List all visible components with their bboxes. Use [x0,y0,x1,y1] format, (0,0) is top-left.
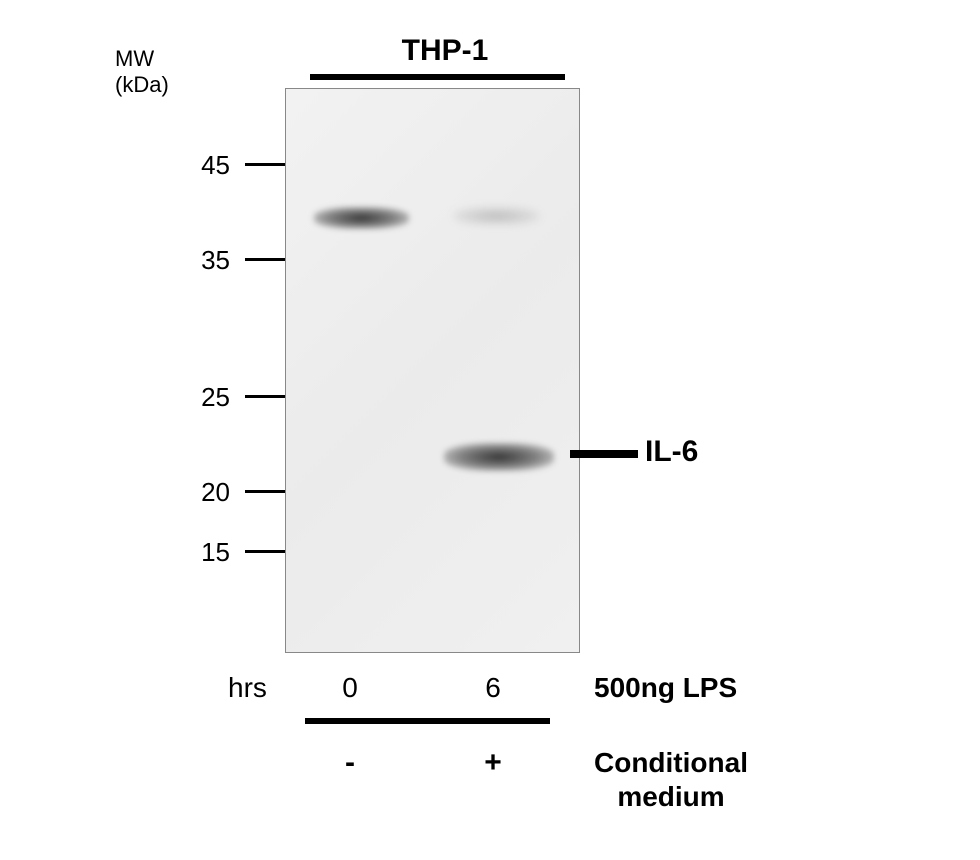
tick-mark-15 [245,550,285,553]
tick-label-45: 45 [175,150,230,181]
condition-label-line1: Conditional [594,746,748,780]
lane-1-hrs: 6 [478,672,508,704]
mw-axis-header: MW (kDa) [115,46,169,99]
blot-membrane [285,88,580,653]
tick-mark-35 [245,258,285,261]
mw-line2: (kDa) [115,72,169,98]
condition-minus: - [335,746,365,780]
conditional-medium-label: Conditional medium [594,746,748,813]
tick-label-35: 35 [175,245,230,276]
tick-mark-25 [245,395,285,398]
hrs-label: hrs [228,672,267,704]
band-lane1-upper [314,207,409,229]
western-blot-figure: THP-1 MW (kDa) 45 35 25 20 15 IL-6 hrs 0… [0,0,980,860]
mw-line1: MW [115,46,169,72]
lps-treatment-label: 500ng LPS [594,672,737,704]
condition-label-line2: medium [594,780,748,814]
band-lane2-il6 [444,443,554,471]
title-underline [310,74,565,80]
tick-mark-45 [245,163,285,166]
band-lane2-upper-faint [454,207,539,225]
lane-underline [305,718,550,724]
protein-indicator-bar [570,450,638,458]
lane-0-hrs: 0 [335,672,365,704]
tick-label-20: 20 [175,477,230,508]
tick-label-25: 25 [175,382,230,413]
protein-label-il6: IL-6 [645,435,698,469]
tick-mark-20 [245,490,285,493]
condition-plus: + [478,746,508,780]
sample-title: THP-1 [395,34,495,68]
tick-label-15: 15 [175,537,230,568]
